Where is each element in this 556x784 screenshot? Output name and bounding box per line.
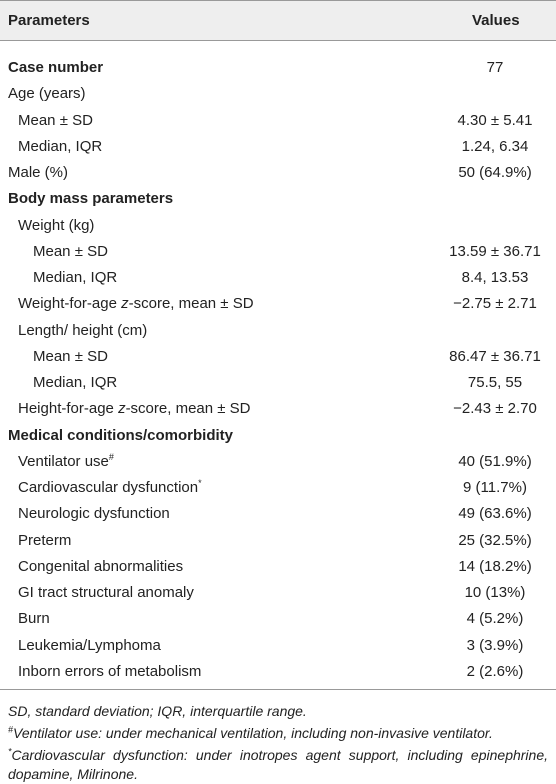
table-rule	[0, 689, 556, 690]
row: Height-for-age z-score, mean ± SD −2.43 ±…	[0, 396, 556, 422]
row: Neurologic dysfunction 49 (63.6%)	[0, 501, 556, 527]
label: Inborn errors of metabolism	[18, 662, 202, 680]
label: GI tract structural anomaly	[18, 584, 194, 601]
row: Cardiovascular dysfunction* 9 (11.7%)	[0, 475, 556, 501]
label: Mean ± SD	[18, 111, 93, 129]
value: 1.24, 6.34	[461, 137, 529, 155]
value: 8.4, 13.53	[461, 269, 529, 286]
footnote-text: Ventilator use: under mechanical ventila…	[13, 725, 493, 741]
note-mark: *	[198, 478, 202, 488]
label: Length/ height (cm)	[18, 321, 148, 339]
footnote: SD, standard deviation; IQR, interquarti…	[8, 703, 307, 719]
row: Age (years)	[0, 81, 556, 107]
value: 40 (51.9%)	[458, 452, 532, 470]
value: 14 (18.2%)	[458, 557, 532, 575]
label-part: -score, mean ± SD	[128, 295, 254, 313]
label: Mean ± SD	[33, 242, 108, 260]
label: Median, IQR	[33, 374, 118, 391]
label-part: Weight-for-age	[18, 295, 122, 313]
value: −2.75 ± 2.71	[453, 295, 537, 313]
note-mark: *	[8, 746, 12, 757]
label-part: -score, mean ± SD	[125, 400, 251, 418]
row: Case number 77	[0, 55, 556, 81]
row: Burn 4 (5.2%)	[0, 606, 556, 632]
note-mark: #	[108, 451, 114, 462]
value: 10 (13%)	[464, 584, 526, 601]
label: Male (%)	[8, 164, 69, 181]
header-cell: Parameters	[8, 12, 90, 29]
label: Cardiovascular dysfunction*	[18, 475, 202, 501]
value: 13.59 ± 36.71	[449, 242, 541, 260]
row: Median, IQR 75.5, 55	[0, 370, 556, 396]
label: Neurologic dysfunction	[18, 505, 170, 523]
row: Median, IQR 8.4, 13.53	[0, 265, 556, 291]
value: 49 (63.6%)	[458, 505, 532, 523]
row: Mean ± SD 4.30 ± 5.41	[0, 108, 556, 134]
label: Median, IQR	[18, 137, 103, 155]
label: Weight-for-age z-score, mean ± SD	[18, 291, 254, 317]
label: Ventilator use#	[18, 449, 114, 475]
label: Mean ± SD	[33, 347, 108, 365]
label: Median, IQR	[33, 269, 118, 286]
label: Congenital abnormalities	[18, 557, 184, 575]
row: Body mass parameters	[0, 186, 556, 212]
value: 25 (32.5%)	[458, 531, 532, 549]
label-part: Cardiovascular dysfunction	[18, 479, 199, 496]
note-mark: #	[8, 724, 14, 735]
label: Preterm	[18, 531, 72, 549]
label-part: Height-for-age	[18, 400, 119, 418]
row: GI tract structural anomaly 10 (13%)	[0, 580, 556, 606]
row: Weight (kg)	[0, 213, 556, 239]
table-header: Parameters Values	[0, 0, 556, 41]
row: Length/ height (cm)	[0, 318, 556, 344]
table-body: Case number 77 Age (years) Mean ± SD 4.30 …	[0, 55, 556, 685]
label-part: z	[118, 400, 126, 418]
label: Case number	[8, 59, 104, 76]
label: Medical conditions/comorbidity	[8, 426, 234, 444]
row: Median, IQR 1.24, 6.34	[0, 134, 556, 160]
footnote: #Ventilator use: under mechanical ventil…	[8, 724, 548, 743]
row: Mean ± SD 13.59 ± 36.71	[0, 239, 556, 265]
footnote: *Cardiovascular dysfunction: under inotr…	[8, 746, 548, 784]
row: Medical conditions/comorbidity	[0, 423, 556, 449]
footnote-text: Cardiovascular dysfunction: under inotro…	[8, 747, 548, 782]
label: Leukemia/Lymphoma	[18, 636, 161, 654]
label: Body mass parameters	[8, 190, 174, 208]
value: 9 (11.7%)	[463, 479, 527, 496]
row: Preterm 25 (32.5%)	[0, 528, 556, 554]
row: Mean ± SD 86.47 ± 36.71	[0, 344, 556, 370]
header-cell: Values	[472, 12, 520, 29]
label: Height-for-age z-score, mean ± SD	[18, 396, 251, 422]
label: Weight (kg)	[18, 216, 95, 234]
value: 4 (5.2%)	[466, 610, 524, 628]
value: 77	[486, 59, 504, 76]
label-part: z	[121, 295, 129, 313]
value: 50 (64.9%)	[458, 164, 532, 181]
row: Male (%) 50 (64.9%)	[0, 160, 556, 186]
value: 3 (3.9%)	[466, 636, 524, 654]
row: Weight-for-age z-score, mean ± SD −2.75 ±…	[0, 291, 556, 317]
value: −2.43 ± 2.70	[453, 400, 537, 418]
label: Burn	[18, 610, 50, 628]
value: 4.30 ± 5.41	[457, 111, 533, 129]
value: 86.47 ± 36.71	[449, 347, 541, 365]
value: 75.5, 55	[467, 374, 523, 391]
row: Ventilator use# 40 (51.9%)	[0, 449, 556, 475]
row: Inborn errors of metabolism 2 (2.6%)	[0, 659, 556, 685]
value: 2 (2.6%)	[466, 662, 524, 680]
label-part: Ventilator use	[18, 452, 109, 470]
row: Leukemia/Lymphoma 3 (3.9%)	[0, 633, 556, 659]
row: Congenital abnormalities 14 (18.2%)	[0, 554, 556, 580]
label: Age (years)	[8, 85, 86, 103]
